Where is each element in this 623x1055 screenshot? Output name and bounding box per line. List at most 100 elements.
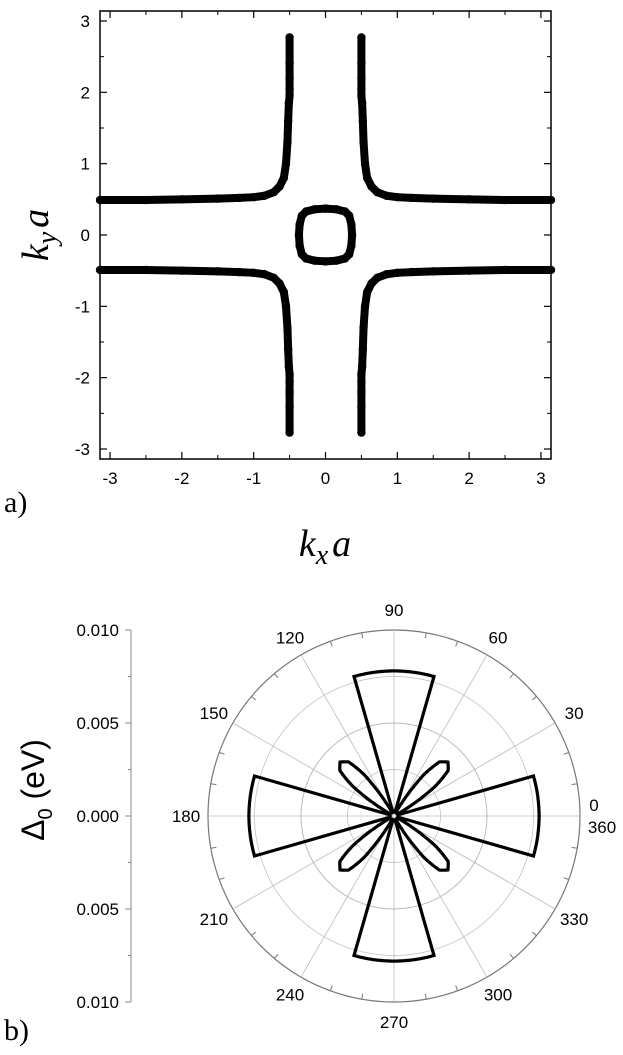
data-point	[283, 116, 293, 126]
data-point	[285, 91, 294, 101]
angle-minor-tick	[329, 985, 333, 991]
data-point	[358, 116, 368, 126]
angle-tick-label: 0	[589, 796, 598, 815]
data-point	[301, 254, 311, 263]
y-tick-label: 3	[81, 12, 90, 31]
data-point	[279, 287, 289, 297]
data-point	[285, 387, 294, 397]
gap-curve	[247, 669, 541, 963]
angle-minor-tick	[329, 641, 333, 647]
y-tick-label: -1	[75, 297, 90, 316]
angle-minor-tick	[219, 877, 225, 881]
angle-tick-label: 300	[484, 985, 512, 1004]
data-point	[285, 73, 294, 83]
angle-minor-tick	[563, 751, 569, 755]
data-point	[464, 195, 474, 204]
data-point	[281, 159, 291, 168]
angle-minor-tick	[531, 931, 537, 936]
panel-label-b: b)	[4, 1014, 29, 1047]
y-tick-label: 0	[81, 226, 90, 245]
data-point	[285, 369, 294, 379]
data-point	[275, 182, 284, 191]
angle-tick-label: 60	[489, 629, 508, 648]
data-point	[407, 267, 416, 277]
angle-minor-tick	[274, 953, 279, 959]
radial-tick-label: 0.010	[76, 621, 119, 640]
origin-marker	[391, 813, 397, 819]
data-point	[332, 256, 341, 265]
data-point	[249, 192, 258, 202]
x-tick-label: 2	[464, 469, 473, 488]
angle-minor-tick	[361, 632, 364, 639]
angle-tick-label: 240	[276, 985, 304, 1004]
data-point	[321, 204, 330, 213]
data-point	[500, 195, 510, 205]
data-point	[357, 369, 366, 379]
data-curve-0	[357, 33, 555, 205]
data-point	[340, 207, 350, 216]
data-point	[347, 230, 357, 240]
data-point	[367, 279, 376, 288]
angle-tick-label: 330	[560, 910, 588, 929]
data-point	[358, 344, 368, 354]
data-point	[373, 187, 382, 197]
angle-tick-label: 270	[380, 1013, 408, 1032]
angle-spoke	[300, 654, 395, 817]
data-point	[357, 91, 366, 101]
data-point	[235, 267, 244, 277]
data-point	[362, 287, 372, 297]
data-point	[283, 138, 292, 147]
data-point	[357, 428, 366, 437]
data-point	[382, 270, 391, 279]
data-point	[294, 230, 304, 240]
data-point	[310, 205, 319, 214]
data-point	[393, 192, 402, 202]
data-point	[297, 211, 307, 220]
data-point	[347, 241, 356, 250]
angle-minor-tick	[251, 931, 257, 936]
data-point	[177, 266, 187, 275]
data-point	[260, 191, 269, 200]
data-point	[275, 279, 284, 288]
angle-minor-tick	[455, 985, 459, 991]
angle-minor-tick	[424, 993, 427, 1000]
data-point	[295, 220, 304, 229]
angle-spoke	[232, 815, 395, 910]
data-point	[283, 323, 292, 332]
data-point	[464, 266, 474, 275]
data-point	[357, 377, 366, 386]
angle-minor-tick	[563, 877, 569, 881]
angle-tick-label: 150	[200, 704, 228, 723]
data-point	[310, 256, 319, 265]
angle-minor-tick	[251, 696, 257, 701]
data-point	[357, 33, 366, 42]
data-point	[95, 195, 105, 205]
angle-tick-label-360: 360	[588, 818, 616, 837]
data-curve-4	[294, 204, 357, 266]
data-point	[359, 138, 368, 147]
data-point	[362, 173, 372, 183]
x-tick-label: -1	[246, 469, 261, 488]
data-point	[360, 302, 370, 311]
data-point	[284, 98, 294, 108]
data-point	[359, 323, 368, 332]
data-point	[357, 402, 366, 412]
data-point	[285, 58, 294, 68]
data-point	[382, 191, 391, 200]
angle-tick-label: 30	[565, 704, 584, 723]
angle-tick-label: 180	[172, 807, 200, 826]
angle-spoke	[393, 654, 488, 817]
data-point	[235, 193, 244, 203]
x-tick-label: 3	[536, 469, 545, 488]
gap-polar-plot: 0.010 0.005 0.000 0.005 0.010 0 30 60 90 120 150 18…	[76, 601, 616, 1032]
data-point	[546, 195, 556, 205]
data-point	[285, 33, 294, 42]
panel-label-a: a)	[4, 486, 27, 519]
data-point	[347, 220, 356, 229]
angle-minor-tick	[455, 641, 459, 647]
y-tick-label: -2	[75, 369, 90, 388]
data-point	[213, 267, 222, 276]
data-point	[357, 387, 366, 397]
angle-minor-tick	[274, 673, 279, 679]
data-point	[429, 194, 438, 203]
